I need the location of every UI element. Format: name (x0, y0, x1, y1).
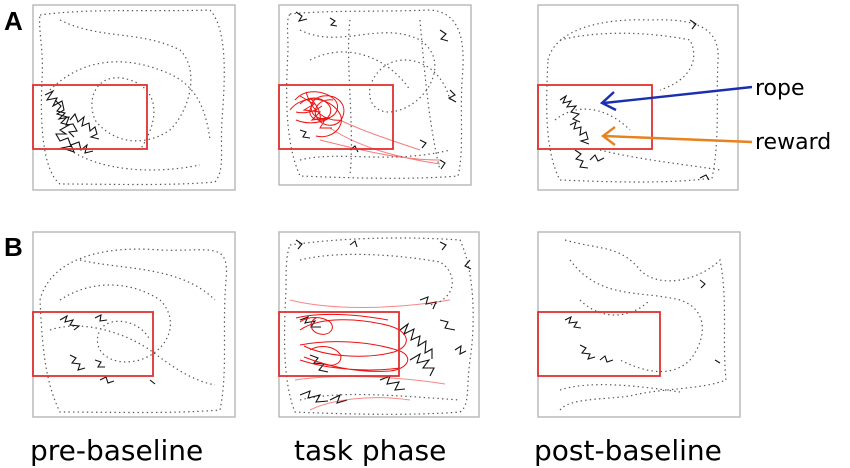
reward-annotation: reward (601, 126, 831, 155)
roi-box-b-pre (32, 311, 154, 377)
roi-box-a-pre (32, 84, 148, 150)
column-label-pre-baseline: pre-baseline (30, 434, 203, 467)
reward-arrowhead (601, 126, 616, 146)
plot-b-pre-baseline (32, 231, 236, 418)
plot-b-task-phase (278, 231, 480, 418)
roi-box-b-task (278, 311, 400, 377)
rope-arrow (603, 85, 753, 105)
reward-arrow (603, 134, 753, 144)
plot-a-post-baseline (537, 4, 739, 191)
rope-annotation: rope (599, 76, 805, 112)
reward-label: reward (755, 130, 831, 155)
roi-box-a-task (278, 84, 394, 150)
column-label-task-phase: task phase (294, 434, 446, 467)
plot-a-task-phase (278, 4, 472, 186)
rope-label: rope (755, 76, 805, 101)
roi-box-a-post (537, 84, 653, 150)
plot-a-pre-baseline (32, 4, 236, 191)
column-label-post-baseline: post-baseline (534, 434, 722, 467)
roi-box-b-post (537, 311, 661, 377)
rope-arrowhead (599, 91, 617, 112)
plot-b-post-baseline (537, 231, 741, 418)
panel-letter-a: A (4, 6, 23, 36)
panel-letter-b: B (4, 232, 23, 262)
